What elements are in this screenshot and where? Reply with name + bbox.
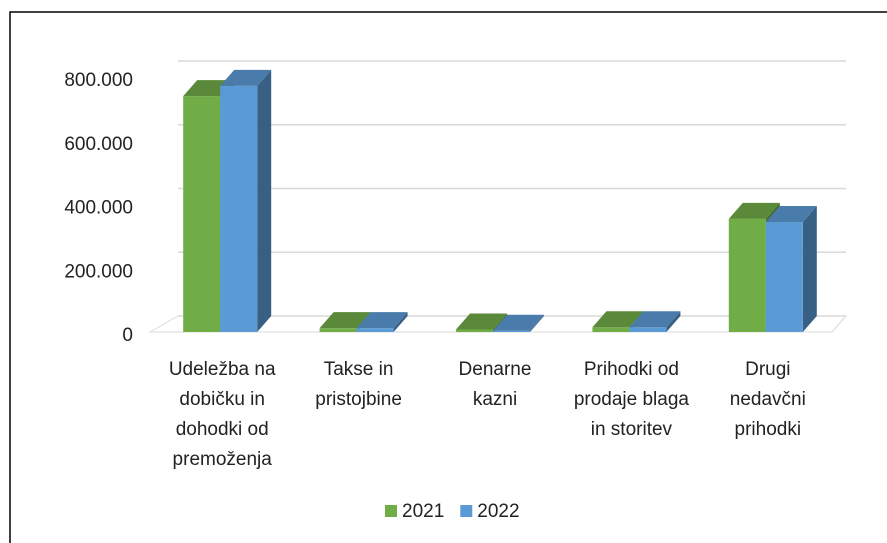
bar-top	[765, 206, 817, 223]
legend-label: 2022	[477, 501, 519, 522]
bar-side	[257, 69, 272, 333]
x-tick-label: Drugi nedavčni prihodki	[729, 359, 806, 440]
bar-side	[393, 312, 408, 332]
legend-swatch	[460, 505, 473, 517]
bar-top	[629, 311, 681, 328]
bar	[629, 327, 667, 332]
bar-top	[728, 202, 780, 219]
y-tick-label: 0	[122, 325, 133, 346]
bar	[220, 85, 258, 332]
y-tick-label: 600.000	[64, 134, 133, 155]
bar-top	[592, 311, 644, 328]
bar	[493, 330, 530, 332]
bar	[183, 96, 221, 332]
bar-top	[456, 313, 507, 330]
y-tick-label: 400.000	[64, 198, 133, 219]
x-tick-label: Udeležba na dobičku in dohodki od premož…	[168, 359, 276, 470]
bar	[765, 222, 803, 332]
bar	[456, 329, 493, 332]
x-tick-label: Denarne kazni	[458, 359, 532, 410]
legend-label: 2021	[402, 501, 444, 522]
bar-top	[356, 312, 408, 329]
bar-side	[666, 311, 681, 332]
bar-top	[220, 69, 272, 86]
bar	[356, 328, 394, 332]
y-tick-label: 200.000	[64, 261, 133, 282]
bar-side	[802, 206, 817, 332]
x-tick-label: Prihodki od prodaje blaga in storitev	[573, 359, 689, 440]
bar-side	[530, 314, 544, 332]
legend-swatch	[385, 505, 397, 517]
y-tick-label: 800.000	[64, 70, 133, 91]
x-tick-label: Takse in pristojbine	[315, 359, 402, 410]
bar	[728, 218, 766, 332]
chart-border	[9, 11, 887, 543]
bar	[319, 328, 357, 332]
bar-top	[319, 312, 371, 329]
bar	[592, 327, 630, 332]
bar-top	[493, 314, 544, 331]
